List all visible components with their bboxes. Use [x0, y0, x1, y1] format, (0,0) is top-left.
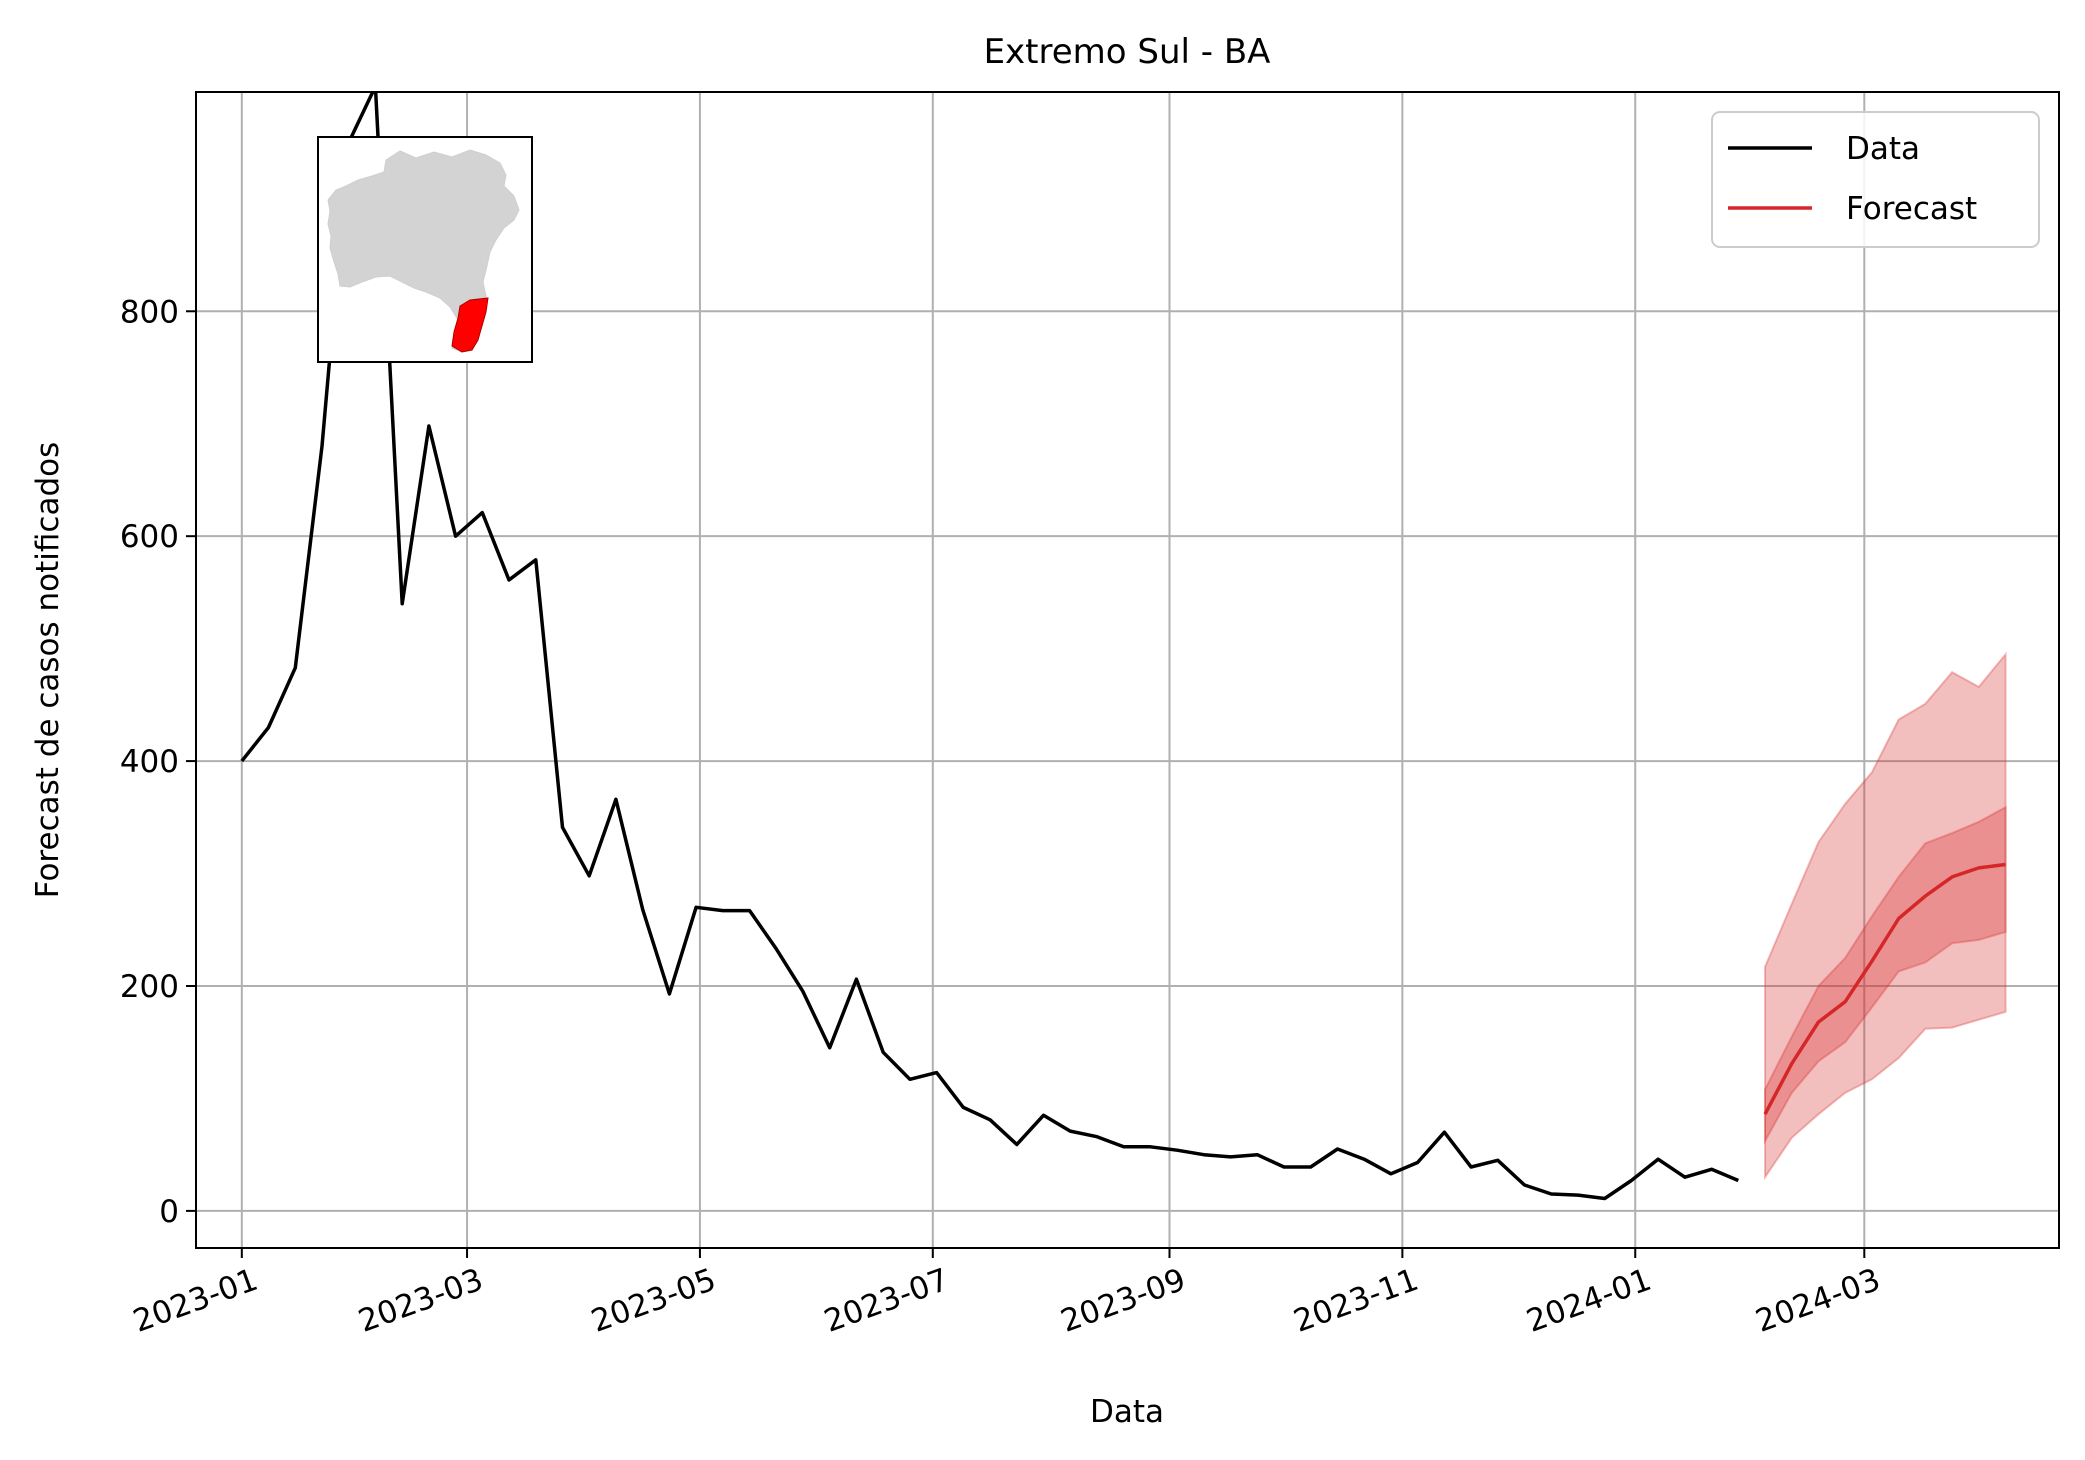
chart-title: Extremo Sul - BA: [984, 32, 1271, 72]
forecast-intervals: [1764, 651, 2007, 1181]
legend-forecast-label: Forecast: [1846, 191, 1977, 227]
y-tick-label: 800: [120, 294, 179, 330]
y-tick-label: 0: [159, 1194, 179, 1230]
y-tick-label: 400: [120, 744, 179, 780]
data-series-line: [240, 92, 1739, 1201]
y-tick-label: 600: [120, 519, 179, 555]
extremo-sul-region-shape: [451, 297, 489, 353]
y-axis-ticks: 0 200 400 600 800: [120, 294, 196, 1230]
forecast-series-line: [1763, 862, 2006, 1116]
forecast-interval-inner: [1764, 805, 2007, 1146]
grid-lines: [196, 92, 2059, 1248]
y-axis-label: Forecast de casos notificados: [30, 442, 66, 899]
legend: Data Forecast: [1711, 111, 2040, 248]
y-tick-label: 200: [120, 969, 179, 1005]
plot-frame: [195, 91, 2060, 1249]
forecast-interval-outer: [1764, 651, 2007, 1181]
x-axis-label: Data: [1090, 1394, 1164, 1430]
inset-map: [317, 136, 533, 363]
legend-data-label: Data: [1846, 131, 1920, 167]
series-lines: [240, 92, 2006, 1201]
legend-box: [1711, 111, 2040, 248]
